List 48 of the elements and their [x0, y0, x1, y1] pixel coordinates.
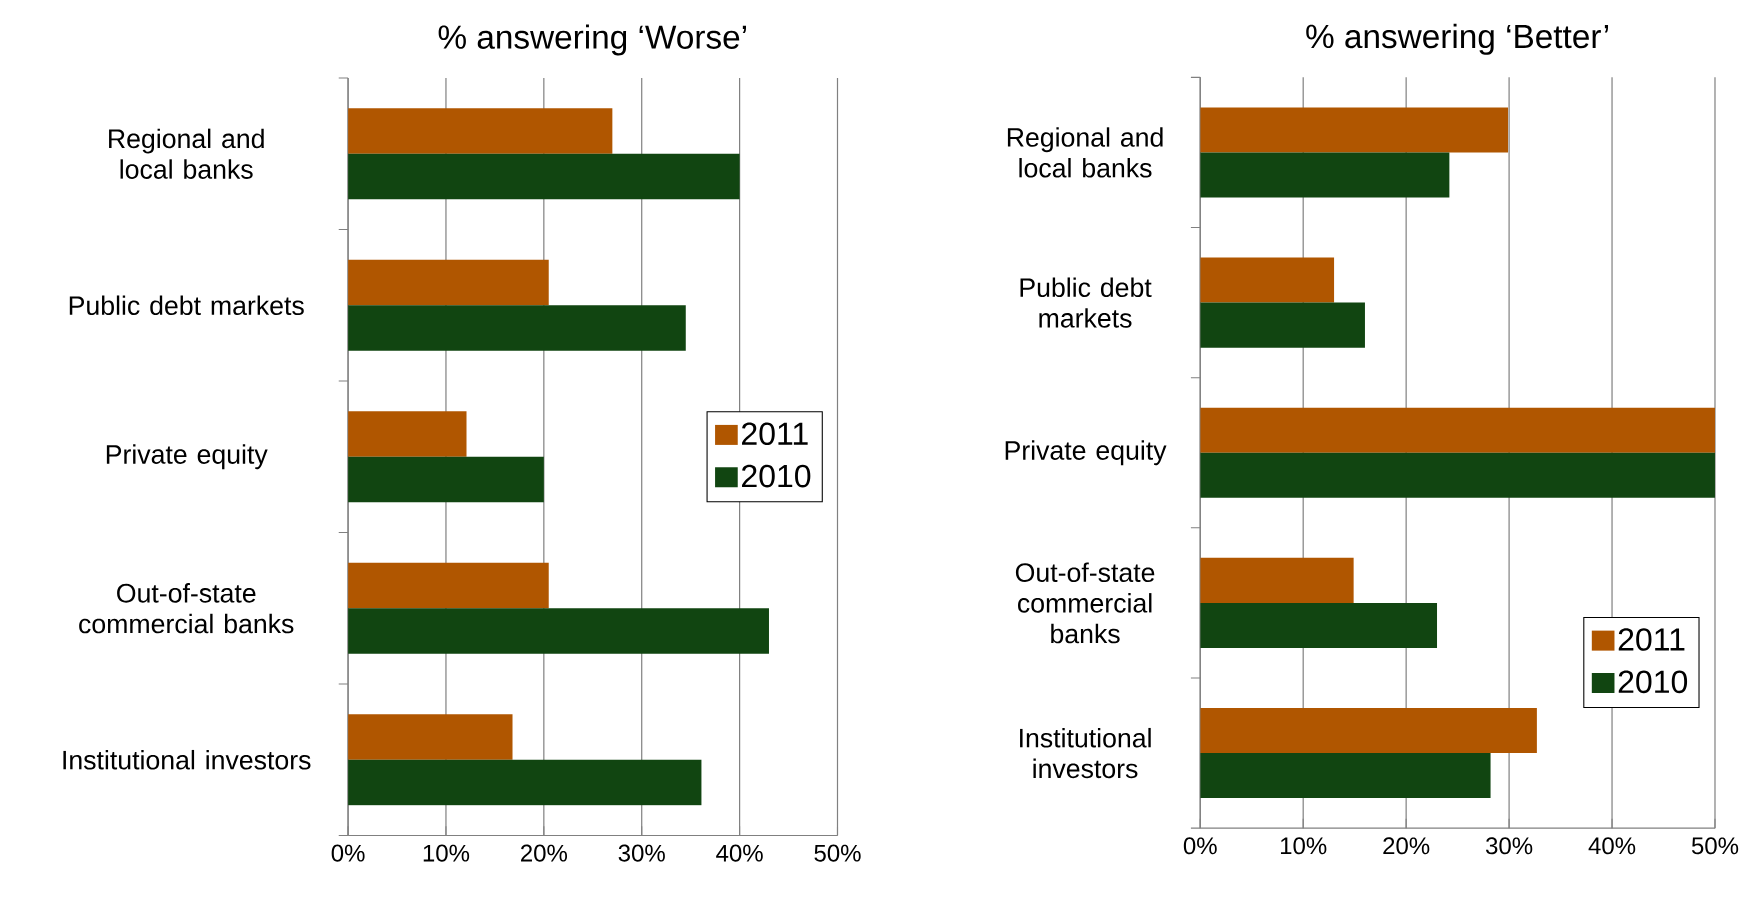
y-tick-label: Institutional investors	[63, 749, 311, 770]
y-tick-label: Private equity	[106, 444, 268, 469]
bar	[348, 608, 769, 654]
y-tick-label: Public debt markets	[69, 295, 304, 315]
legend-label: 2010	[1618, 670, 1688, 693]
bar	[1200, 257, 1335, 303]
bar	[348, 456, 544, 502]
x-tick-label: 0%	[1183, 837, 1217, 855]
y-tick-label: Institutional investors	[1020, 727, 1151, 778]
bar	[348, 153, 740, 199]
bar	[348, 759, 702, 805]
x-tick-label: 40%	[1588, 837, 1636, 855]
bar	[348, 714, 513, 760]
x-tick-label: 0%	[331, 844, 365, 862]
bar	[348, 259, 549, 306]
legend-label: 2011	[1618, 627, 1685, 651]
x-tick-label: 50%	[1691, 837, 1739, 855]
x-tick-label: 50%	[814, 844, 861, 862]
bar	[1200, 752, 1491, 798]
bar	[348, 562, 549, 609]
bar	[1200, 707, 1537, 753]
x-tick-label: 20%	[521, 844, 568, 862]
x-tick-label: 30%	[1485, 837, 1533, 855]
bar	[1200, 557, 1354, 603]
bar	[1200, 407, 1715, 453]
legend-label: 2010	[742, 464, 811, 488]
x-tick-label: 40%	[716, 844, 763, 862]
bar	[348, 411, 467, 457]
chart-title: % answering ‘Better’	[1306, 23, 1609, 55]
y-tick-label: Regional and local banks	[1007, 127, 1163, 178]
bar	[1200, 152, 1450, 198]
bar	[348, 305, 686, 351]
bar	[1200, 302, 1365, 348]
chart-title: % answering ‘Worse’	[438, 24, 746, 56]
y-tick-label: Regional and local banks	[109, 128, 264, 179]
y-tick-label: Out-of-state commercial banks	[79, 582, 294, 634]
x-tick-label: 20%	[1383, 837, 1430, 855]
bar	[1200, 602, 1438, 648]
bar	[1200, 107, 1509, 153]
x-tick-label: 30%	[618, 844, 665, 862]
x-tick-label: 10%	[423, 844, 470, 862]
legend-label: 2011	[742, 422, 808, 445]
bar	[1200, 452, 1715, 498]
bar	[348, 108, 613, 154]
x-tick-label: 10%	[1280, 837, 1327, 855]
y-tick-label: Out-of-state commercial banks	[1015, 562, 1155, 644]
y-tick-label: Public debt markets	[1020, 277, 1152, 328]
y-tick-label: Private equity	[1005, 440, 1167, 465]
